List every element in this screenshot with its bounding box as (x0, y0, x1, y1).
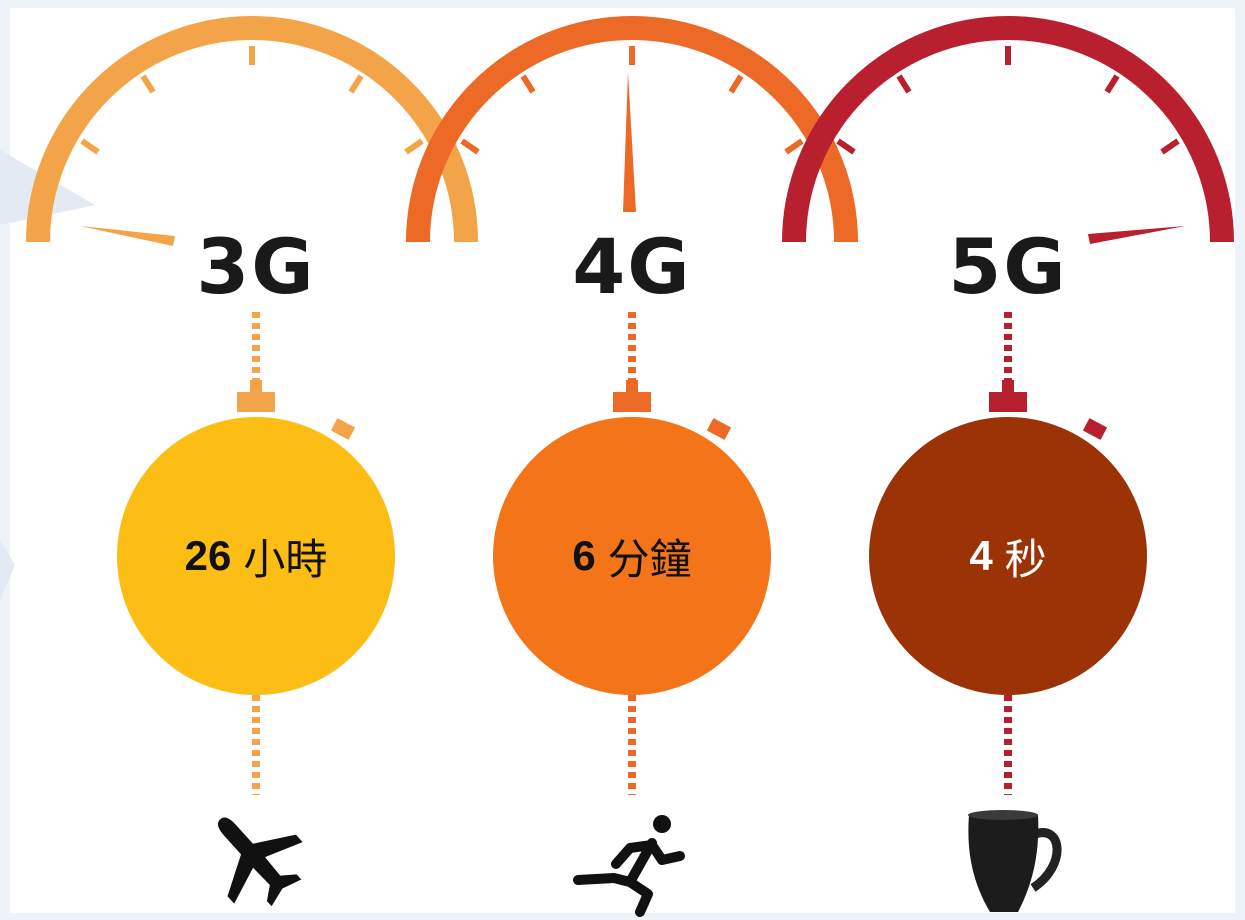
gauge-ticks (80, 46, 424, 155)
connector-4g (613, 312, 732, 795)
generation-label-4g: 4G (572, 222, 692, 311)
time-unit: 秒 (1004, 534, 1047, 584)
generation-label-5g: 5G (948, 222, 1068, 311)
time-unit: 小時 (243, 534, 328, 584)
gauge-needle (623, 72, 636, 212)
decor-wedge (0, 540, 15, 600)
time-value: 6 (572, 532, 596, 579)
generation-label-3g: 3G (196, 222, 316, 311)
connector-5g (989, 312, 1108, 795)
time-value: 26 (184, 532, 232, 579)
time-badge-5g: 4 秒 (869, 417, 1147, 695)
airplane-icon (218, 817, 303, 907)
gauge-5g (782, 16, 1234, 244)
time-badge-4g: 6 分鐘 (493, 417, 771, 695)
gauge-needle (80, 226, 175, 246)
time-value: 4 (969, 532, 993, 579)
running-person-icon (573, 815, 685, 917)
gauge-needle (1088, 226, 1185, 244)
gauge-ticks (836, 46, 1180, 155)
time-badge-3g: 26 小時 (117, 417, 395, 695)
gauge-3g (26, 16, 478, 246)
gauge-ticks (460, 46, 804, 155)
gauge-4g (406, 16, 858, 243)
gauge-arc (782, 16, 1234, 243)
time-unit: 分鐘 (607, 534, 692, 584)
coffee-mug-icon (968, 810, 1062, 912)
connector-3g (237, 312, 356, 795)
